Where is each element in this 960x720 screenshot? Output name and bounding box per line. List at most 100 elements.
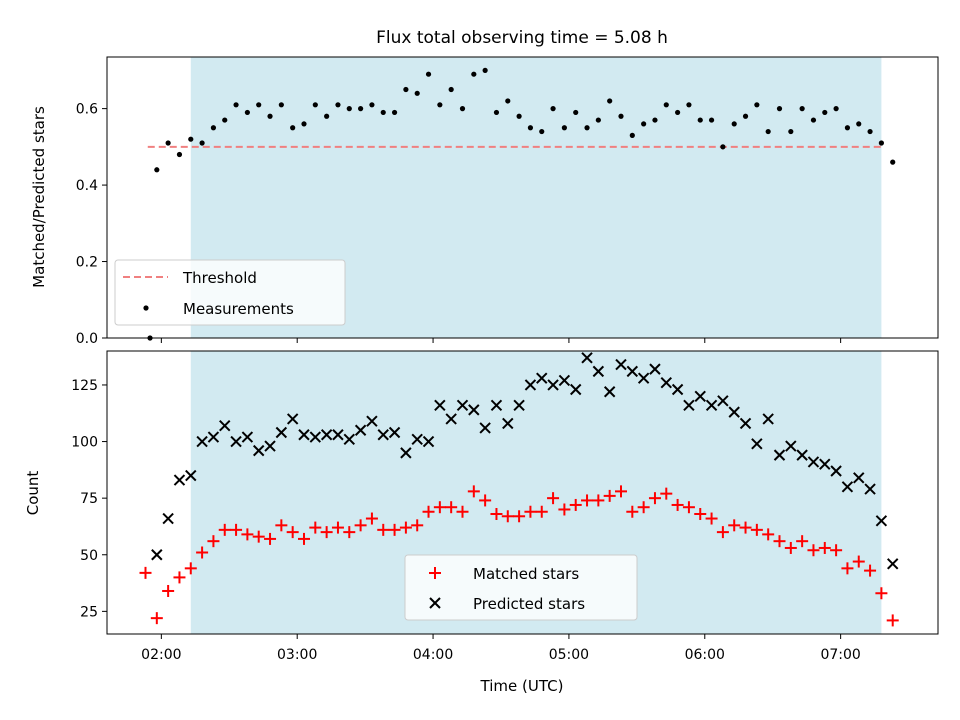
matched-star-point xyxy=(490,508,503,521)
measurement-point xyxy=(833,106,839,112)
ratio-y-tick-label: 0.6 xyxy=(76,102,98,118)
measurement-point xyxy=(675,109,681,116)
measurement-point xyxy=(199,140,205,146)
predicted-star-point xyxy=(400,447,412,459)
predicted-star-point xyxy=(762,413,774,425)
matched-star-point xyxy=(739,521,752,534)
predicted-star-point xyxy=(637,372,650,384)
ratio-y-tick-label: 0.4 xyxy=(76,178,98,194)
matched-star-point xyxy=(388,523,401,536)
matched-star-point xyxy=(524,505,537,518)
matched-star-point xyxy=(173,571,186,584)
measurement-point xyxy=(459,106,466,112)
matched-star-point xyxy=(513,510,526,523)
measurement-point xyxy=(505,98,511,104)
predicted-star-point xyxy=(490,399,503,412)
matched-star-point xyxy=(286,526,299,539)
matched-star-point xyxy=(694,508,707,521)
matched-star-point xyxy=(705,512,718,525)
matched-star-point xyxy=(241,528,254,541)
measurement-point xyxy=(561,125,567,131)
measurement-point xyxy=(244,109,250,116)
measurement-point xyxy=(516,113,522,119)
measurement-point xyxy=(878,140,884,146)
predicted-star-point xyxy=(887,558,899,570)
predicted-star-point xyxy=(151,549,163,561)
measurement-point xyxy=(742,113,749,119)
matched-star-point xyxy=(784,541,797,554)
ratio-y-axis-label: Matched/Predicted stars xyxy=(30,106,48,288)
matched-star-point xyxy=(139,566,152,579)
measurement-point xyxy=(550,106,556,112)
predicted-star-point xyxy=(207,431,220,443)
measurement-point xyxy=(810,117,817,123)
matched-star-point xyxy=(365,512,378,525)
matched-star-point xyxy=(467,485,480,498)
matched-star-point xyxy=(841,562,854,575)
predicted-star-point xyxy=(354,424,367,436)
measurement-point xyxy=(267,113,273,119)
measurement-point xyxy=(493,109,500,116)
matched-star-point xyxy=(660,487,673,500)
predicted-star-point xyxy=(671,383,684,396)
matched-star-point xyxy=(377,523,390,536)
matched-star-point xyxy=(547,492,560,505)
matched-star-point xyxy=(343,526,356,539)
matched-star-point xyxy=(162,584,175,597)
matched-star-point xyxy=(196,546,209,559)
measurement-point xyxy=(573,109,579,116)
predicted-star-point xyxy=(615,358,627,371)
matched-star-point xyxy=(852,555,865,568)
measurement-point xyxy=(890,159,896,165)
matched-star-point xyxy=(875,587,888,600)
measurement-point xyxy=(641,121,647,127)
predicted-star-point xyxy=(773,449,786,461)
predicted-star-point xyxy=(162,512,174,525)
matched-star-point xyxy=(150,612,163,625)
measurement-point xyxy=(652,117,658,123)
predicted-star-point xyxy=(830,465,842,477)
measurement-point xyxy=(708,117,715,123)
predicted-star-point xyxy=(253,444,265,457)
predicted-star-point xyxy=(785,440,797,452)
figure-title: Flux total observing time = 5.08 h xyxy=(376,28,668,48)
matched-star-point xyxy=(535,505,548,518)
matched-star-point xyxy=(626,505,639,518)
measurement-point xyxy=(686,102,692,108)
count-x-ticks: 02:00 03:00 04:00 05:00 06:00 07:00 xyxy=(141,634,861,663)
count-x-tick-label: 06:00 xyxy=(685,647,725,663)
matched-star-point xyxy=(773,535,786,548)
matched-star-point xyxy=(411,519,424,532)
ratio-x-ticks xyxy=(160,338,842,343)
predicted-star-point xyxy=(241,431,254,443)
predicted-legend-label: Predicted stars xyxy=(473,595,585,613)
predicted-star-point xyxy=(173,474,186,486)
measurement-point xyxy=(278,102,284,108)
matched-star-point xyxy=(501,510,514,523)
count-y-tick-label: 100 xyxy=(71,435,98,451)
ratio-y-ticks: 0.0 0.2 0.4 0.6 xyxy=(76,102,107,347)
matched-legend-label: Matched stars xyxy=(473,565,579,583)
predicted-star-point xyxy=(264,440,276,452)
matched-star-point xyxy=(592,494,605,507)
predicted-star-point xyxy=(343,433,355,446)
predicted-star-point xyxy=(705,399,718,412)
predicted-star-point xyxy=(456,399,469,412)
measurement-point xyxy=(414,90,420,96)
matched-star-point xyxy=(275,519,288,532)
matched-star-point xyxy=(309,521,322,534)
predicted-star-point xyxy=(717,395,729,407)
predicted-star-point xyxy=(388,426,401,439)
predicted-star-point xyxy=(751,438,763,450)
matched-star-point xyxy=(207,535,220,548)
measurement-point xyxy=(788,128,794,135)
predicted-star-point xyxy=(660,376,672,389)
count-panel: 25 50 75 100 125 02:00 03:00 04:00 05:00 06:00 07… xyxy=(24,350,939,695)
predicted-star-point xyxy=(796,449,808,461)
measurement-point xyxy=(176,151,183,158)
predicted-star-point xyxy=(683,399,695,412)
matched-star-point xyxy=(864,564,877,577)
predicted-star-point xyxy=(728,406,740,418)
measurement-point xyxy=(188,136,194,142)
matched-legend-swatch xyxy=(429,567,441,579)
